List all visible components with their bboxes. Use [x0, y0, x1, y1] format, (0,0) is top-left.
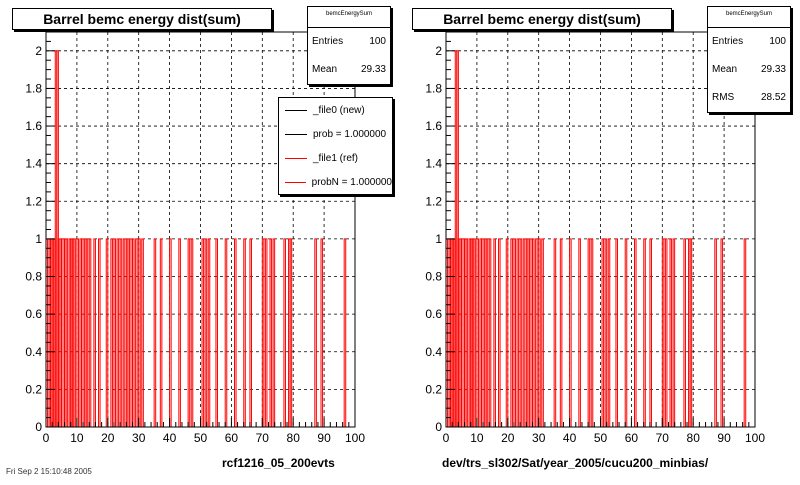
- y-tick-label: 1.6: [425, 119, 442, 133]
- plot-title: Barrel bemc energy dist(sum): [12, 8, 272, 30]
- y-tick-label: 1: [435, 232, 442, 246]
- legend: _file0 (new) prob = 1.000000 _file1 (ref) p…: [278, 97, 393, 195]
- y-tick-label: 0.6: [425, 307, 442, 321]
- y-tick-label: 1.8: [425, 81, 442, 95]
- x-tick-label: 50: [594, 431, 608, 445]
- stats-value: 29.33: [760, 64, 786, 75]
- x-tick-label: 0: [43, 431, 50, 445]
- y-tick-label: 0.8: [425, 270, 442, 284]
- legend-line-swatch: [285, 133, 307, 135]
- stats-row: RMS 28.52: [708, 84, 790, 112]
- x-tick-label: 80: [687, 431, 701, 445]
- stats-label: RMS: [712, 92, 735, 103]
- x-tick-label: 40: [163, 431, 177, 445]
- stats-label: Mean: [712, 64, 738, 75]
- x-tick-label: 10: [470, 431, 484, 445]
- legend-entry: _file0 (new): [279, 98, 392, 122]
- footer-timestamp: Fri Sep 2 15:10:48 2005: [6, 467, 92, 476]
- stats-row: Entries 100: [308, 28, 390, 56]
- x-tick-label: 90: [717, 431, 731, 445]
- y-tick-label: 1.2: [425, 194, 442, 208]
- x-tick-label: 0: [443, 431, 450, 445]
- legend-entry: prob = 1.000000: [279, 122, 392, 146]
- histogram-panel-left: 0 10 20 30 40 50 60 70 80 90 100 0 0.2 0.4 0.6 0.8 1 1.2 1…: [0, 0, 400, 480]
- stats-value: 28.52: [760, 92, 786, 103]
- plot-frame: [45, 31, 356, 428]
- y-tick-label: 1.4: [425, 157, 442, 171]
- x-tick-label: 50: [194, 431, 208, 445]
- y-tick-label: 0.4: [425, 345, 442, 359]
- x-tick-label: 30: [532, 431, 546, 445]
- x-tick-label: 70: [656, 431, 670, 445]
- x-tick-label: 100: [745, 431, 765, 445]
- legend-line-swatch: [285, 109, 307, 111]
- y-tick-label: 0: [435, 420, 442, 434]
- legend-label: _file1 (ref): [313, 152, 359, 164]
- stats-label: Mean: [312, 64, 338, 75]
- y-tick-label: 0.2: [425, 382, 442, 396]
- y-tick-label: 0.8: [25, 270, 42, 284]
- x-tick-label: 40: [563, 431, 577, 445]
- y-tick-label: 0.4: [25, 345, 42, 359]
- y-tick-label: 2: [435, 44, 442, 58]
- x-tick-label: 90: [317, 431, 331, 445]
- histogram-plot-right: 0 10 20 30 40 50 60 70 80 90 100 0 0.2 0.4 0.6 0.8 1 1.2 1…: [425, 31, 765, 445]
- stats-value: 100: [369, 36, 386, 47]
- x-tick-label: 20: [101, 431, 115, 445]
- x-tick-label: 10: [70, 431, 84, 445]
- plot-title: Barrel bemc energy dist(sum): [412, 8, 672, 30]
- stats-label: Entries: [312, 36, 344, 47]
- stats-name: bemcEnergySum: [308, 7, 390, 28]
- legend-label: _file0 (new): [313, 104, 365, 116]
- x-caption: dev/trs_sl302/Sat/year_2005/cucu200_minb…: [442, 456, 709, 470]
- y-tick-label: 1: [35, 232, 42, 246]
- stats-row: Mean 29.33: [308, 56, 390, 84]
- stats-name: bemcEnergySum: [708, 7, 790, 28]
- y-tick-label: 1.8: [25, 81, 42, 95]
- y-tick-label: 0.2: [25, 382, 42, 396]
- legend-label: prob = 1.000000: [313, 128, 387, 140]
- stats-box: bemcEnergySum Entries 100 Mean 29.33: [307, 6, 391, 85]
- y-tick-label: 1.4: [25, 157, 42, 171]
- histogram-panel-right: 0 10 20 30 40 50 60 70 80 90 100 0 0.2 0.4 0.6 0.8 1 1.2 1…: [400, 0, 800, 480]
- y-tick-label: 1.6: [25, 119, 42, 133]
- legend-label: probN = 1.000000: [311, 176, 392, 188]
- y-tick-label: 2: [35, 44, 42, 58]
- x-tick-label: 20: [501, 431, 515, 445]
- stats-label: Entries: [712, 36, 744, 47]
- x-tick-label: 60: [625, 431, 639, 445]
- stats-row: Entries 100: [708, 28, 790, 56]
- y-tick-label: 1.2: [25, 194, 42, 208]
- stats-row: Mean 29.33: [708, 56, 790, 84]
- legend-line-swatch: [285, 157, 307, 159]
- stats-value: 29.33: [360, 64, 386, 75]
- legend-entry: _file1 (ref): [279, 146, 392, 170]
- x-tick-label: 60: [225, 431, 239, 445]
- stats-value: 100: [769, 36, 786, 47]
- x-tick-label: 80: [287, 431, 301, 445]
- x-tick-label: 100: [345, 431, 365, 445]
- legend-entry: probN = 1.000000: [279, 170, 392, 194]
- plot-frame: [445, 31, 756, 428]
- y-tick-label: 0: [35, 420, 42, 434]
- stats-box: bemcEnergySum Entries 100 Mean 29.33 RMS 28.52: [707, 6, 791, 113]
- legend-line-swatch: [285, 181, 306, 183]
- x-tick-label: 30: [132, 431, 146, 445]
- x-tick-label: 70: [256, 431, 270, 445]
- y-tick-label: 0.6: [25, 307, 42, 321]
- x-caption: rcf1216_05_200evts: [222, 456, 335, 470]
